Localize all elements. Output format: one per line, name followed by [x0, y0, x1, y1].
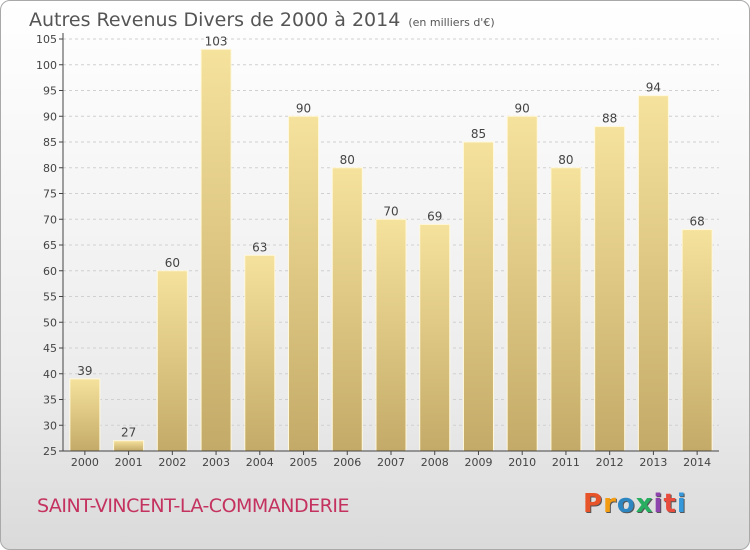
value-label-2002: 60: [165, 256, 180, 270]
bar-2010: [506, 115, 538, 452]
axes: 25 30 35 40 45 50 55 60 65 70 75 80 85 90 95 100 105 2000…: [36, 33, 719, 469]
location-name: SAINT-VINCENT-LA-COMMANDERIE: [37, 495, 349, 517]
logo-letter: r: [603, 489, 617, 519]
y-tick-label: 85: [43, 136, 57, 149]
y-tick-label: 105: [36, 33, 57, 46]
logo-letter: i: [676, 489, 687, 519]
bar-2011: [550, 167, 582, 452]
value-label-2001: 27: [121, 426, 136, 440]
y-tick-label: 50: [43, 316, 57, 329]
value-label-2009: 85: [471, 127, 486, 141]
bar-2006: [331, 167, 363, 452]
value-label-2014: 68: [689, 215, 704, 229]
y-tick-label: 35: [43, 394, 57, 407]
value-label-2011: 80: [558, 153, 573, 167]
x-tick-label-2012: 2012: [596, 456, 624, 469]
bar-2013: [637, 95, 669, 452]
value-label-2007: 70: [383, 204, 398, 218]
y-tick-label: 30: [43, 419, 57, 432]
value-label-2008: 69: [427, 209, 442, 223]
bar-2009: [462, 141, 494, 452]
x-tick-label-2005: 2005: [290, 456, 318, 469]
bar-2005: [288, 115, 320, 452]
x-tick-label-2001: 2001: [115, 456, 143, 469]
x-tick-label-2006: 2006: [333, 456, 361, 469]
value-label-2010: 90: [515, 101, 530, 115]
value-label-2000: 39: [77, 364, 92, 378]
y-tick-label: 45: [43, 342, 57, 355]
x-tick-label-2004: 2004: [246, 456, 274, 469]
value-label-2006: 80: [340, 153, 355, 167]
y-tick-label: 90: [43, 110, 57, 123]
x-tick-label-2014: 2014: [683, 456, 711, 469]
y-tick-label: 60: [43, 265, 57, 278]
x-tick-label-2002: 2002: [158, 456, 186, 469]
value-label-2003: 103: [205, 34, 228, 48]
x-tick-label-2010: 2010: [508, 456, 536, 469]
bar-2004: [244, 254, 276, 452]
logo-letter: P: [583, 489, 604, 519]
bar-2007: [375, 218, 407, 452]
logo-letter: t: [663, 489, 677, 519]
bar-2008: [419, 223, 451, 452]
x-tick-label-2008: 2008: [421, 456, 449, 469]
bar-2014: [681, 229, 713, 452]
bar-2003: [200, 48, 232, 452]
x-tick-label-2007: 2007: [377, 456, 405, 469]
value-label-2012: 88: [602, 112, 617, 126]
y-tick-label: 65: [43, 239, 57, 252]
bar-2002: [156, 270, 188, 452]
y-tick-label: 40: [43, 368, 57, 381]
value-label-2004: 63: [252, 240, 267, 254]
y-tick-label: 95: [43, 85, 57, 98]
logo-letter: i: [653, 489, 664, 519]
chart-title: Autres Revenus Divers de 2000 à 2014: [29, 9, 401, 31]
y-tick-label: 100: [36, 59, 57, 72]
x-tick-label-2003: 2003: [202, 456, 230, 469]
bars: 39 27 60 103 63 90 80 70 69 85 90 80 88 94 68: [69, 34, 713, 452]
logo-letter: x: [635, 489, 654, 519]
chart-subtitle: (en milliers d'€): [408, 16, 495, 29]
title-row: Autres Revenus Divers de 2000 à 2014 (en …: [29, 9, 495, 31]
proxiti-logo: Proxiti: [583, 489, 687, 519]
y-tick-label: 70: [43, 213, 57, 226]
y-tick-label: 75: [43, 188, 57, 201]
x-tick-label-2009: 2009: [464, 456, 492, 469]
y-tick-label: 25: [43, 445, 57, 458]
x-tick-label-2000: 2000: [71, 456, 99, 469]
bar-2001: [113, 440, 145, 452]
value-label-2013: 94: [646, 81, 661, 95]
bar-2000: [69, 378, 101, 452]
y-tick-label: 55: [43, 291, 57, 304]
value-label-2005: 90: [296, 101, 311, 115]
logo-letter: o: [616, 489, 636, 519]
x-tick-label-2013: 2013: [639, 456, 667, 469]
x-tick-label-2011: 2011: [552, 456, 580, 469]
bar-2012: [594, 126, 626, 452]
y-tick-label: 80: [43, 162, 57, 175]
